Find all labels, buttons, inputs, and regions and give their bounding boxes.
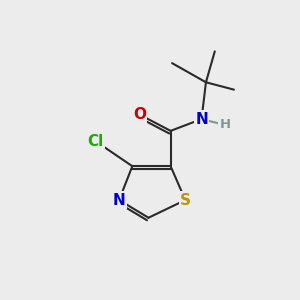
Text: S: S: [180, 193, 191, 208]
Text: O: O: [133, 107, 146, 122]
Text: N: N: [195, 112, 208, 127]
Text: N: N: [113, 193, 125, 208]
Text: Cl: Cl: [87, 134, 104, 149]
Text: H: H: [220, 118, 231, 131]
